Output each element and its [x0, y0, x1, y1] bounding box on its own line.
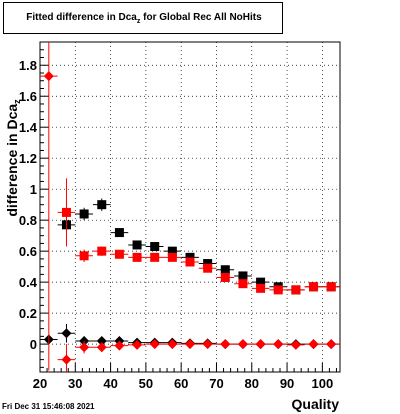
grid-layer: [40, 42, 340, 372]
data-point-diamond: [96, 336, 107, 347]
data-point-square: [309, 282, 319, 292]
y-tick-label: 0.8: [19, 213, 37, 228]
data-point-square: [273, 285, 283, 295]
chart-title-sub: z: [136, 18, 141, 25]
data-point-square: [97, 246, 107, 256]
data-point-square: [97, 200, 107, 210]
data-point-diamond: [61, 354, 72, 365]
x-tick-label: 50: [139, 376, 153, 391]
data-point-diamond: [167, 339, 178, 350]
chart-title-main: Fitted difference in Dca: [26, 12, 137, 23]
data-point-square: [185, 252, 195, 262]
tick-layer: [39, 49, 337, 372]
chart-title: Fitted difference in Dcaz for Global Rec…: [4, 3, 284, 35]
data-point-square: [291, 285, 301, 295]
data-point-square: [167, 252, 177, 262]
data-point-square: [79, 209, 89, 219]
data-point-diamond: [96, 342, 107, 353]
tick-label-layer: 20 30 40 50 60 70 80 90 100 0 0.2 0.4 0.6 0.8 1 1.2 1.4 1…: [19, 58, 333, 391]
y-axis-title: difference in Dcaz: [4, 99, 22, 217]
data-point-diamond: [79, 342, 90, 353]
data-point-diamond: [290, 339, 301, 350]
x-tick-label: 20: [33, 376, 47, 391]
data-point-square: [220, 272, 230, 282]
chart-title-suffix: for Global Rec All NoHits: [140, 12, 262, 23]
data-point-square: [203, 259, 213, 269]
data-point-square: [238, 271, 248, 281]
y-tick-label: 0.2: [19, 306, 37, 321]
data-point-diamond: [202, 339, 213, 350]
data-point-square: [132, 252, 142, 262]
data-point-square: [79, 251, 89, 261]
plot-frame: [39, 41, 341, 373]
data-point-square: [185, 257, 195, 267]
data-point-diamond: [114, 340, 125, 351]
y-tick-label: 1.4: [19, 120, 38, 135]
data-point-diamond: [255, 339, 266, 350]
y-tick-label: 1.6: [19, 89, 37, 104]
data-point-diamond: [237, 339, 248, 350]
series-1-square-red: [57, 178, 340, 295]
data-point-square: [256, 277, 266, 287]
y-tick-label: 1.8: [19, 58, 37, 73]
data-point-diamond: [132, 339, 143, 350]
data-point-square: [167, 246, 177, 256]
x-tick-label: 30: [68, 376, 82, 391]
data-point-diamond: [326, 339, 337, 350]
data-point-diamond: [43, 71, 54, 82]
data-point-square: [256, 283, 266, 293]
x-tick-label: 100: [312, 376, 334, 391]
data-point-diamond: [185, 339, 195, 350]
x-tick-label: 80: [245, 376, 259, 391]
y-tick-label: 1: [30, 182, 37, 197]
y-tick-label: 1.2: [19, 151, 37, 166]
data-point-diamond: [61, 328, 72, 339]
data-point-diamond: [220, 339, 231, 350]
data-point-square: [220, 265, 230, 275]
series-0-square-black: [57, 198, 340, 295]
data-point-square: [326, 282, 336, 292]
series-layer: [40, 42, 340, 372]
y-tick-label: 0.6: [19, 244, 37, 259]
x-tick-label: 90: [280, 376, 294, 391]
title-box: Fitted difference in Dcaz for Global Rec…: [3, 2, 283, 34]
datestamp: Fri Dec 31 15:46:08 2021: [2, 402, 95, 411]
x-axis-title: Quality: [292, 396, 340, 412]
x-tick-label: 70: [209, 376, 223, 391]
y-axis-title-sub: z: [12, 99, 22, 104]
y-axis-title-main: difference in Dca: [4, 104, 20, 217]
data-point-square: [150, 252, 160, 262]
y-tick-label: 0.4: [19, 275, 38, 290]
y-tick-label: 0: [30, 337, 37, 352]
x-tick-label: 40: [103, 376, 117, 391]
data-point-diamond: [149, 339, 160, 350]
data-point-square: [150, 242, 160, 252]
data-point-diamond: [273, 339, 284, 350]
data-point-square: [114, 228, 124, 238]
data-point-square: [114, 249, 124, 259]
data-point-diamond: [308, 339, 319, 350]
data-point-square: [61, 207, 71, 217]
data-point-square: [132, 240, 142, 250]
data-point-square: [238, 279, 248, 289]
x-tick-label: 60: [174, 376, 188, 391]
data-point-square: [203, 263, 213, 273]
series-3-diamond-red: [40, 42, 340, 372]
